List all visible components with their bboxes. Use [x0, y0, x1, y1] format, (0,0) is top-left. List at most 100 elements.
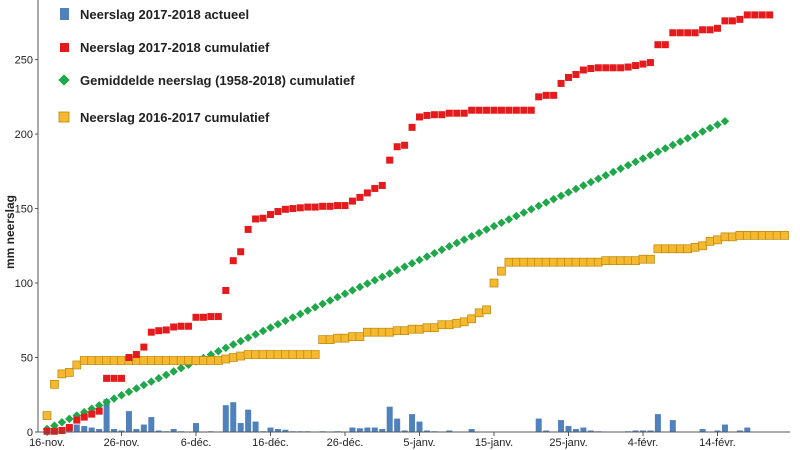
- x-tick-label: 25-janv.: [549, 437, 587, 449]
- average-cumulative-point: [303, 306, 312, 315]
- current-cumulative-point: [229, 257, 237, 265]
- average-cumulative-point: [415, 255, 424, 265]
- previous-cumulative-point: [214, 356, 223, 365]
- average-cumulative-point: [132, 384, 141, 393]
- previous-cumulative-point: [206, 356, 216, 365]
- previous-cumulative-point: [713, 235, 722, 245]
- current-cumulative-point: [594, 64, 602, 72]
- bar: [125, 411, 132, 432]
- average-cumulative-point: [504, 215, 514, 224]
- legend-marker-average-cumulative: [58, 74, 70, 86]
- average-cumulative-point: [646, 150, 655, 160]
- current-cumulative-point: [438, 111, 446, 119]
- previous-cumulative-point: [526, 257, 536, 267]
- previous-cumulative-point: [623, 256, 633, 266]
- previous-cumulative-point: [258, 350, 268, 359]
- average-cumulative-point: [586, 177, 596, 187]
- current-cumulative-point: [140, 343, 148, 351]
- previous-cumulative-point: [638, 254, 648, 264]
- average-cumulative-point: [363, 279, 372, 288]
- previous-cumulative-point: [94, 356, 104, 365]
- previous-cumulative-point: [415, 324, 424, 334]
- average-cumulative-point: [676, 137, 685, 146]
- bar: [364, 427, 371, 432]
- average-cumulative-point: [243, 333, 253, 342]
- previous-cumulative-point: [742, 231, 752, 240]
- current-cumulative-point: [326, 202, 334, 210]
- average-cumulative-point: [355, 282, 365, 292]
- previous-cumulative-point: [400, 326, 409, 336]
- average-cumulative-point: [608, 167, 618, 177]
- previous-cumulative-point: [355, 332, 365, 342]
- x-tick-labels: 16-nov. 26-nov. 6-déc. 16-déc. 26-déc. 5-janv…: [29, 432, 736, 449]
- average-cumulative-point: [638, 154, 648, 163]
- bar: [640, 430, 646, 432]
- average-cumulative-point: [169, 367, 178, 376]
- current-cumulative-point: [758, 11, 766, 19]
- bar: [267, 427, 274, 432]
- current-cumulative-point: [423, 111, 431, 119]
- bar: [252, 421, 259, 432]
- current-cumulative-point: [751, 11, 759, 19]
- current-cumulative-point: [512, 106, 520, 114]
- current-cumulative-point: [669, 29, 677, 37]
- current-cumulative-point: [132, 351, 140, 359]
- previous-cumulative-point: [474, 308, 484, 318]
- bar: [133, 429, 140, 432]
- bar: [423, 430, 430, 432]
- current-cumulative-point: [170, 323, 178, 331]
- previous-cumulative-point: [437, 320, 447, 330]
- current-cumulative-point: [304, 203, 312, 211]
- previous-cumulative-point: [772, 231, 782, 240]
- current-cumulative-point: [348, 197, 356, 205]
- current-cumulative-point: [550, 91, 558, 99]
- current-cumulative-point: [155, 327, 163, 335]
- bar: [587, 430, 594, 432]
- previous-cumulative-point: [430, 323, 439, 333]
- current-cumulative-point: [490, 106, 498, 114]
- previous-cumulative-point: [191, 356, 201, 365]
- bar: [81, 426, 88, 432]
- bar: [416, 421, 423, 432]
- previous-cumulative-point: [720, 232, 730, 242]
- average-cumulative-point: [333, 292, 342, 302]
- bar: [401, 430, 408, 432]
- current-cumulative-point: [520, 106, 528, 114]
- previous-cumulative-point: [273, 350, 283, 359]
- average-cumulative-point: [556, 191, 566, 200]
- current-cumulative-point: [579, 66, 587, 74]
- average-cumulative-point: [147, 377, 156, 386]
- previous-cumulative-point: [668, 244, 678, 254]
- bar: [245, 409, 252, 432]
- previous-cumulative-point: [728, 232, 737, 242]
- average-cumulative-point: [288, 313, 298, 322]
- average-cumulative-point: [437, 245, 447, 255]
- current-cumulative-point: [244, 225, 252, 233]
- average-cumulative-point: [340, 289, 350, 299]
- average-cumulative-point: [94, 401, 104, 410]
- average-cumulative-point: [407, 259, 417, 268]
- bar: [565, 426, 572, 432]
- current-cumulative-point: [505, 106, 513, 114]
- previous-cumulative-point: [757, 231, 767, 240]
- previous-cumulative-point: [489, 278, 499, 288]
- previous-cumulative-point: [653, 244, 663, 254]
- average-cumulative-point: [229, 340, 238, 349]
- previous-cumulative-point: [467, 314, 476, 324]
- previous-cumulative-point: [109, 356, 119, 365]
- previous-cumulative-point: [459, 317, 469, 327]
- average-cumulative-point: [154, 374, 163, 383]
- current-cumulative-point: [334, 202, 342, 210]
- previous-cumulative-point: [102, 356, 111, 365]
- y-tick-label: 150: [15, 204, 33, 216]
- average-cumulative-point: [623, 161, 633, 170]
- bar: [356, 428, 363, 432]
- previous-cumulative-point: [236, 351, 246, 361]
- current-cumulative-point: [468, 106, 476, 114]
- x-tick-label: 16-nov.: [29, 437, 65, 449]
- current-cumulative-point: [58, 427, 66, 435]
- average-cumulative-point: [564, 188, 573, 197]
- average-cumulative-point: [497, 218, 506, 227]
- current-cumulative-point: [296, 204, 304, 212]
- average-cumulative-point: [690, 130, 700, 140]
